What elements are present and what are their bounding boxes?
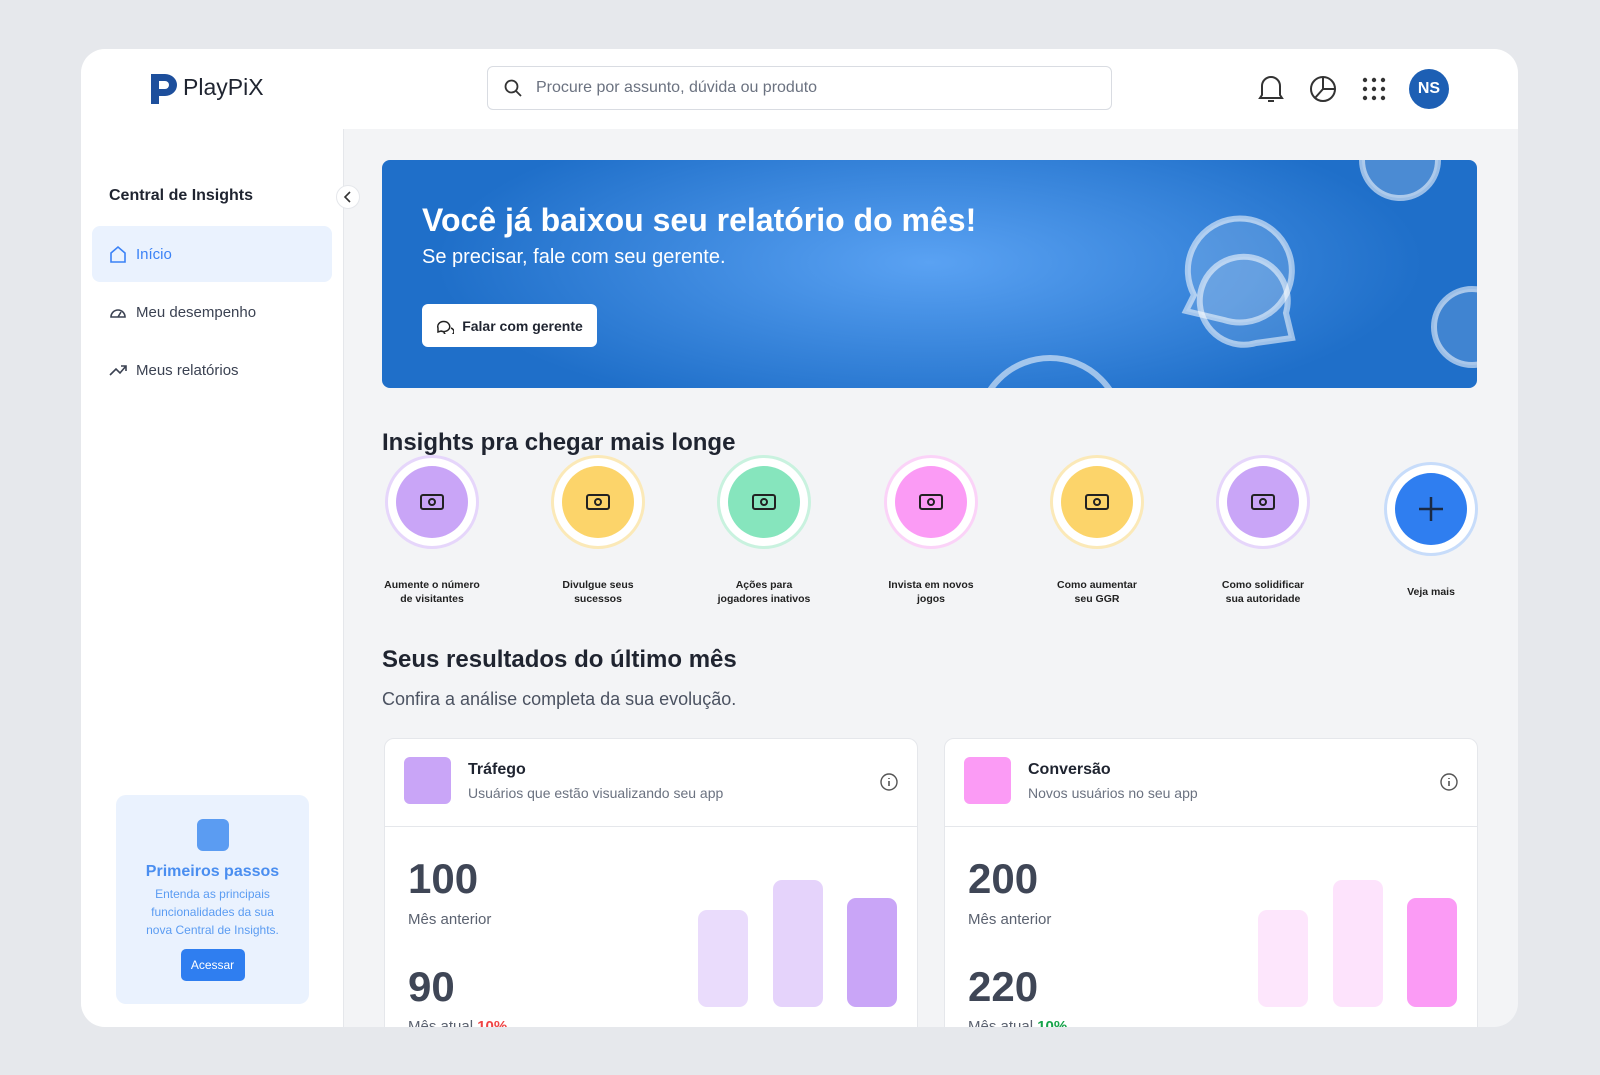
sidebar-title: Central de Insights bbox=[109, 187, 254, 204]
promo-card: Primeiros passos Entenda as principais f… bbox=[116, 795, 309, 1004]
insight-button[interactable] bbox=[1216, 455, 1310, 549]
bar bbox=[773, 880, 823, 1007]
banner-button-label: Falar com gerente bbox=[462, 317, 583, 334]
result-card: Tráfego Usuários que estão visualizando … bbox=[384, 738, 918, 1027]
insights-title: Insights pra chegar mais longe bbox=[382, 429, 736, 456]
app-window: PlayPiX Procure por assunto, dúvida ou p… bbox=[81, 49, 1518, 1027]
current-label: Mês atual bbox=[408, 1018, 474, 1027]
change: 10% bbox=[477, 1018, 508, 1027]
logo-text: PlayPiX bbox=[183, 74, 264, 100]
insight-button[interactable] bbox=[884, 455, 978, 549]
sidebar: Central de Insights Início Meu desempenh… bbox=[81, 129, 360, 1027]
bar bbox=[847, 898, 897, 1007]
promo-icon bbox=[196, 819, 229, 851]
banner-subtitle: Se precisar, fale com seu gerente. bbox=[422, 246, 726, 268]
insight-label: Como aumentar seu GGR bbox=[1057, 579, 1137, 605]
insight-button[interactable] bbox=[385, 455, 479, 549]
icon-glyph bbox=[420, 494, 444, 510]
insight-label: Veja mais bbox=[1407, 586, 1455, 598]
insight-label: Invista em novos jogos bbox=[888, 579, 974, 605]
previous-value: 100 bbox=[408, 855, 479, 902]
icon-glyph bbox=[919, 494, 943, 510]
promo-text: Entenda as principais funcionalidades da… bbox=[146, 887, 279, 937]
search-bar[interactable]: Procure por assunto, dúvida ou produto bbox=[487, 66, 1112, 110]
insight-icon bbox=[728, 466, 800, 538]
current-label: Mês atual bbox=[968, 1018, 1034, 1027]
card-title: Conversão bbox=[1028, 761, 1111, 778]
header: PlayPiX Procure por assunto, dúvida ou p… bbox=[81, 49, 1518, 129]
promo-button[interactable]: Acessar bbox=[180, 949, 245, 981]
logo-icon bbox=[151, 74, 177, 104]
current-value: 220 bbox=[968, 963, 1039, 1010]
icon-glyph bbox=[586, 494, 610, 510]
change: 10% bbox=[1037, 1018, 1068, 1027]
icon-glyph bbox=[752, 494, 776, 510]
previous-label: Mês anterior bbox=[408, 911, 492, 928]
promo-title: Primeiros passos bbox=[145, 863, 280, 880]
insight-label: Aumente o número de visitantes bbox=[384, 579, 480, 605]
bar bbox=[1258, 910, 1308, 1007]
trend-icon bbox=[109, 365, 127, 376]
insight-label: Como solidificar sua autoridade bbox=[1221, 579, 1305, 605]
collapse-button[interactable] bbox=[336, 185, 360, 209]
nav-label: Meu desempenho bbox=[136, 303, 257, 321]
results-subtitle: Confira a análise completa da sua evoluç… bbox=[382, 689, 737, 709]
bar bbox=[698, 910, 748, 1007]
previous-label: Mês anterior bbox=[968, 911, 1052, 928]
result-card: Conversão Novos usuários no seu app 200 … bbox=[944, 738, 1478, 1027]
insight-label: Ações para jogadores inativos bbox=[717, 579, 811, 605]
insight-button[interactable] bbox=[1050, 455, 1144, 549]
current-row: Mês atual 10% bbox=[408, 1018, 507, 1027]
nav-item[interactable]: Meus relatórios bbox=[92, 342, 332, 398]
insight-label: Divulgue seus sucessos bbox=[562, 579, 634, 605]
search-placeholder: Procure por assunto, dúvida ou produto bbox=[536, 79, 818, 96]
chevron-icon bbox=[343, 191, 351, 203]
icon-glyph bbox=[1419, 497, 1443, 521]
card-title: Tráfego bbox=[468, 761, 526, 778]
previous-value: 200 bbox=[968, 855, 1039, 902]
bar bbox=[1333, 880, 1383, 1007]
insight-button[interactable] bbox=[717, 455, 811, 549]
nav-label: Início bbox=[136, 245, 172, 263]
insight-icon bbox=[562, 466, 634, 538]
info-icon[interactable] bbox=[1439, 772, 1459, 792]
chat-icon bbox=[437, 320, 455, 334]
avatar[interactable]: NS bbox=[1409, 69, 1449, 109]
card-divider bbox=[945, 826, 1477, 827]
home-icon bbox=[110, 245, 126, 263]
card-icon bbox=[964, 757, 1011, 804]
insight-button[interactable] bbox=[551, 455, 645, 549]
nav-item[interactable]: Início bbox=[92, 226, 332, 282]
insight-icon bbox=[1227, 466, 1299, 538]
card-subtitle: Novos usuários no seu app bbox=[1028, 785, 1198, 801]
card-divider bbox=[385, 826, 917, 827]
card-subtitle: Usuários que estão visualizando seu app bbox=[468, 785, 724, 801]
nav-label: Meus relatórios bbox=[136, 361, 239, 379]
insight-icon bbox=[895, 466, 967, 538]
search-icon bbox=[504, 79, 522, 97]
chart-icon[interactable] bbox=[1308, 74, 1338, 104]
card-icon bbox=[404, 757, 451, 804]
insight-button[interactable] bbox=[1384, 462, 1478, 556]
insight-icon bbox=[1395, 473, 1467, 545]
banner-art bbox=[987, 160, 1477, 388]
gauge-icon bbox=[110, 309, 126, 318]
info-icon[interactable] bbox=[879, 772, 899, 792]
bar bbox=[1407, 898, 1457, 1007]
insight-icon bbox=[1061, 466, 1133, 538]
current-value: 90 bbox=[408, 963, 455, 1010]
current-row: Mês atual 10% bbox=[968, 1018, 1067, 1027]
banner: Você já baixou seu relatório do mês! Se … bbox=[382, 160, 1477, 388]
banner-button[interactable]: Falar com gerente bbox=[422, 304, 597, 347]
icon-glyph bbox=[1251, 494, 1275, 510]
nav-item[interactable]: Meu desempenho bbox=[92, 284, 332, 340]
results-title: Seus resultados do último mês bbox=[382, 646, 737, 673]
insight-icon bbox=[396, 466, 468, 538]
banner-title: Você já baixou seu relatório do mês! bbox=[422, 202, 977, 238]
icon-glyph bbox=[1085, 494, 1109, 510]
bell-icon[interactable] bbox=[1256, 73, 1286, 105]
apps-icon[interactable] bbox=[1361, 76, 1387, 102]
